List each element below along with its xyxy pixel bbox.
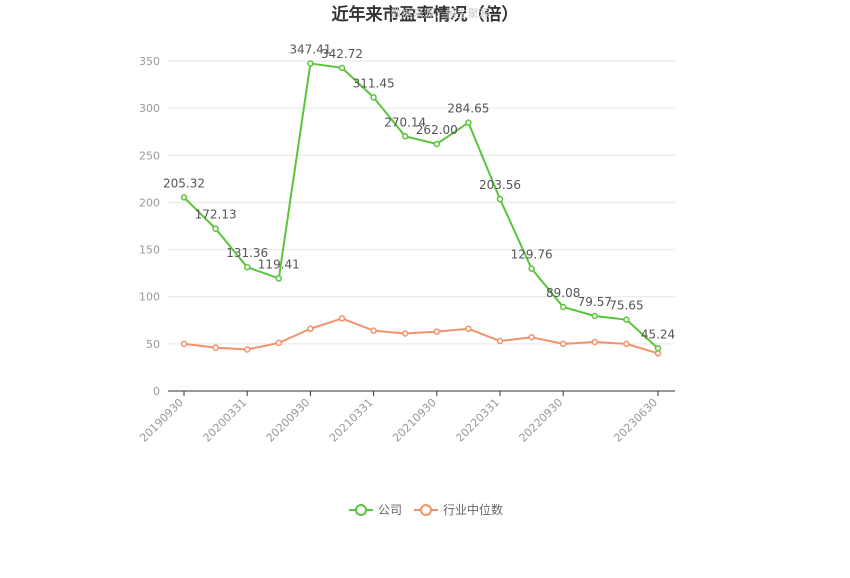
series-1-point[interactable] (623, 340, 630, 348)
series-0-point[interactable] (528, 265, 535, 272)
series-1-point[interactable] (465, 325, 472, 333)
data-label: 205.32 (163, 176, 205, 190)
series-1-point[interactable] (212, 344, 219, 351)
legend-swatch-marker (355, 504, 367, 516)
y-tick-label: 150 (139, 244, 160, 257)
series-line-0 (183, 62, 659, 350)
legend-label: 公司 (378, 503, 402, 517)
data-label: 347.41 (289, 42, 331, 56)
series-1-point[interactable] (307, 325, 314, 333)
series-0-point[interactable] (496, 195, 504, 203)
series-1-point[interactable] (528, 334, 535, 341)
series-0-point[interactable] (623, 316, 630, 323)
series-0-point[interactable] (401, 133, 409, 140)
y-tick-label: 250 (139, 149, 160, 162)
series-0-point[interactable] (654, 345, 662, 352)
series-0-point[interactable] (180, 194, 188, 201)
series-1-point[interactable] (401, 330, 409, 337)
series-line-1 (183, 317, 659, 355)
series-0-point[interactable] (559, 303, 567, 311)
x-tick-label: 20200930 (264, 396, 313, 445)
x-tick-label: 20230630 (611, 396, 660, 445)
y-tick-label: 350 (139, 55, 160, 68)
chart-watermark: 数据来源：恒生聚源 (391, 6, 490, 20)
series-1-point[interactable] (338, 315, 346, 322)
series-0-point[interactable] (243, 263, 251, 271)
series-1-point[interactable] (243, 346, 251, 353)
data-label: 45.24 (641, 327, 675, 341)
series-1-point[interactable] (275, 339, 283, 347)
data-label: 270.14 (384, 115, 426, 129)
series-1-point[interactable] (180, 340, 188, 348)
series-0-point[interactable] (433, 140, 441, 148)
data-label: 203.56 (479, 178, 521, 192)
data-label: 75.65 (609, 299, 643, 313)
x-tick-label: 20200331 (201, 396, 250, 445)
series-1-point[interactable] (496, 337, 504, 345)
grid-layer (168, 60, 675, 345)
x-tick-label: 20190930 (137, 396, 186, 445)
x-tick-label: 20220930 (517, 396, 566, 445)
chart-title: 近年来市盈率情况（倍） (332, 4, 519, 25)
data-label: 311.45 (353, 76, 395, 90)
series-0-point[interactable] (370, 94, 377, 101)
series-0-point[interactable] (591, 312, 599, 320)
legend-item-0[interactable]: 公司 (349, 503, 402, 517)
y-tick-label: 200 (139, 196, 160, 209)
data-label: 342.72 (321, 47, 363, 61)
x-tick-label: 20210930 (390, 396, 439, 445)
y-tick-label: 100 (139, 291, 160, 304)
data-label: 89.08 (546, 286, 580, 300)
data-label: 131.36 (226, 246, 268, 260)
data-label: 129.76 (511, 248, 553, 262)
y-tick-label: 50 (146, 338, 160, 351)
series-1-point[interactable] (591, 338, 599, 346)
series-1-point[interactable] (433, 328, 441, 335)
series-layer (180, 60, 662, 357)
series-0-point[interactable] (465, 119, 472, 126)
legend[interactable]: 公司 行业中位数 (349, 502, 503, 517)
data-label: 284.65 (447, 102, 489, 116)
legend-item-1[interactable]: 行业中位数 (414, 502, 503, 517)
legend-label: 行业中位数 (443, 502, 503, 517)
y-tick-label: 0 (153, 385, 160, 398)
data-label: 172.13 (195, 208, 237, 222)
series-0-point[interactable] (212, 225, 219, 232)
data-label: 262.00 (416, 123, 458, 137)
y-tick-label: 300 (139, 102, 160, 115)
legend-swatch-marker (420, 504, 432, 516)
series-1-point[interactable] (370, 327, 377, 334)
series-0-point[interactable] (275, 275, 283, 282)
x-tick-label: 20220331 (453, 396, 502, 445)
data-label: 119.41 (258, 257, 300, 271)
data-label: 79.57 (578, 295, 612, 309)
series-1-point[interactable] (559, 340, 567, 348)
x-tick-label: 20210331 (327, 396, 376, 445)
series-0-point[interactable] (338, 64, 346, 72)
series-0-point[interactable] (307, 60, 314, 67)
